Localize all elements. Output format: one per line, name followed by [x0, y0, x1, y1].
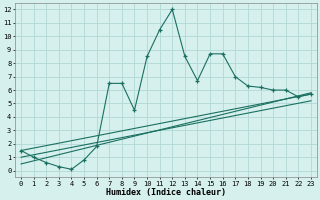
- X-axis label: Humidex (Indice chaleur): Humidex (Indice chaleur): [106, 188, 226, 197]
